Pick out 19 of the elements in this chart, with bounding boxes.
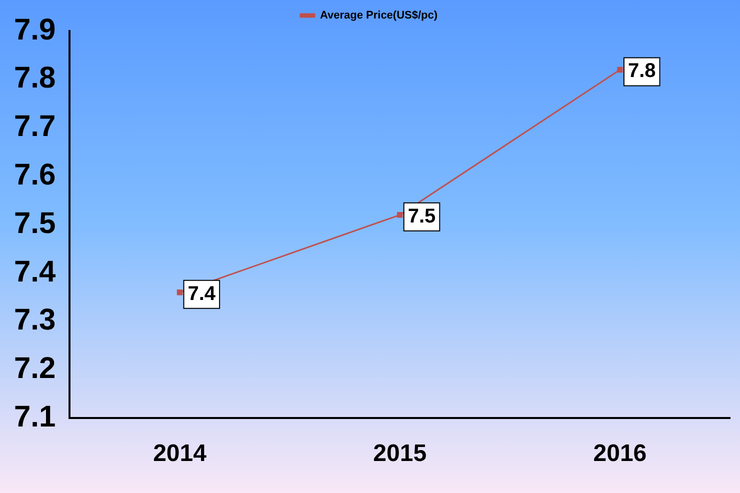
x-tick-label: 2014: [153, 440, 208, 468]
point: [617, 66, 623, 73]
x-tick-label: 2016: [593, 440, 647, 468]
data-label: 7.5: [408, 205, 436, 228]
y-tick-label: 7.7: [14, 110, 56, 144]
y-tick-label: 7.3: [14, 304, 56, 337]
y-tick-label: 7.6: [14, 158, 56, 192]
legend-label: Average Price(US$/pc): [320, 10, 438, 22]
y-tick-label: 7.9: [14, 13, 56, 46]
x-tick-label: 2015: [373, 440, 427, 468]
data-label: 7.4: [188, 282, 216, 305]
point: [176, 289, 183, 296]
data-label: 7.8: [628, 60, 656, 82]
y-tick-label: 7.8: [14, 62, 56, 95]
y-tick-label: 7.4: [14, 255, 56, 288]
y-tick-label: 7.2: [14, 352, 56, 386]
y-tick-label: 7.1: [14, 400, 56, 434]
y-tick-label: 7.5: [14, 206, 56, 240]
point: [396, 212, 403, 218]
